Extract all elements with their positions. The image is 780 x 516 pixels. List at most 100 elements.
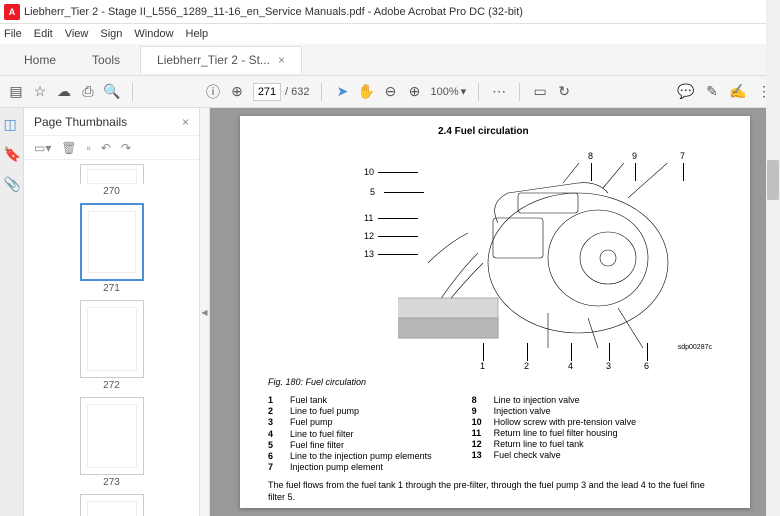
options-icon[interactable]: ▭▾: [34, 141, 51, 155]
legend-row: 6Line to the injection pump elements: [268, 451, 432, 461]
menubar: File Edit View Sign Window Help: [0, 24, 780, 44]
legend: 1Fuel tank2Line to fuel pump3Fuel pump 4L…: [268, 395, 722, 472]
thumbnail-label: 270: [103, 186, 120, 197]
leader-line: [378, 254, 418, 255]
leader-line: [571, 343, 572, 361]
thumbnails-title: Page Thumbnails: [34, 115, 127, 129]
scrollbar[interactable]: [766, 108, 780, 516]
callout-9: 9: [632, 151, 637, 161]
legend-row: 3Fuel pump: [268, 417, 432, 427]
tab-tools[interactable]: Tools: [76, 47, 136, 73]
new-icon[interactable]: ▫: [87, 141, 91, 155]
callout-12: 12: [364, 231, 374, 241]
legend-row: 12Return line to fuel tank: [472, 439, 637, 449]
read-mode-icon[interactable]: ▭: [532, 84, 548, 100]
rotate-ccw-icon[interactable]: ↶: [101, 141, 111, 155]
menu-view[interactable]: View: [65, 28, 89, 40]
main: ◫ 🔖 📎 Page Thumbnails × ▭▾ 🗑 ▫ ↶ ↷ 270 2…: [0, 108, 780, 516]
leader-line: [378, 172, 418, 173]
callout-11: 11: [364, 213, 373, 223]
page-input[interactable]: [253, 83, 281, 101]
collapse-handle[interactable]: ◀: [200, 108, 210, 516]
fit-width-icon[interactable]: ⋯: [491, 84, 507, 100]
menu-file[interactable]: File: [4, 28, 22, 40]
figure: 10511121389712436 sdp00287c: [288, 143, 718, 373]
thumbnails-panel: Page Thumbnails × ▭▾ 🗑 ▫ ↶ ↷ 270 271 272: [24, 108, 200, 516]
highlight-icon[interactable]: ✎: [704, 84, 720, 100]
thumbnail-label: 273: [103, 477, 120, 488]
callout-8: 8: [588, 151, 593, 161]
window-title: Liebherr_Tier 2 - Stage II_L556_1289_11-…: [24, 6, 523, 18]
thumbnail-273[interactable]: 273: [80, 397, 144, 488]
legend-row: 7Injection pump element: [268, 462, 432, 472]
zoom-in-icon[interactable]: ⊕: [406, 84, 422, 100]
figure-caption: Fig. 180: Fuel circulation: [268, 377, 722, 387]
chevron-down-icon[interactable]: ▾: [461, 85, 467, 98]
callout-2: 2: [524, 361, 529, 371]
search-icon[interactable]: 🔍: [104, 84, 120, 100]
titlebar: A Liebherr_Tier 2 - Stage II_L556_1289_1…: [0, 0, 780, 24]
thumbnail-272[interactable]: 272: [80, 300, 144, 391]
pointer-icon[interactable]: ➤: [334, 84, 350, 100]
print-icon[interactable]: ⎙: [80, 84, 96, 100]
menu-sign[interactable]: Sign: [100, 28, 122, 40]
close-icon[interactable]: ×: [278, 53, 285, 67]
cloud-icon[interactable]: ☁: [56, 84, 72, 100]
legend-row: 9Injection valve: [472, 406, 637, 416]
sign-icon[interactable]: ✍: [730, 84, 746, 100]
legend-row: 4Line to fuel filter: [268, 429, 432, 439]
menu-help[interactable]: Help: [186, 28, 209, 40]
leader-line: [527, 343, 528, 361]
pdf-page: 2.4 Fuel circulation: [240, 116, 750, 508]
rotate-cw-icon[interactable]: ↷: [121, 141, 131, 155]
leader-line: [647, 343, 648, 361]
zoom-out-icon[interactable]: ⊖: [382, 84, 398, 100]
menu-window[interactable]: Window: [134, 28, 173, 40]
callout-1: 1: [480, 361, 485, 371]
callout-7: 7: [680, 151, 685, 161]
comment-icon[interactable]: 💬: [678, 84, 694, 100]
tab-home[interactable]: Home: [8, 47, 72, 73]
sidebar-toggle-icon[interactable]: ▤: [8, 84, 24, 100]
thumbnails-icon[interactable]: ◫: [4, 116, 20, 132]
menu-edit[interactable]: Edit: [34, 28, 53, 40]
thumbnails-list: 270 271 272 273 274: [24, 160, 199, 516]
leader-line: [591, 163, 592, 181]
callout-3: 3: [606, 361, 611, 371]
engine-drawing: [398, 163, 698, 353]
page-down-icon[interactable]: ⊕: [229, 84, 245, 100]
legend-row: 13Fuel check valve: [472, 450, 637, 460]
legend-row: 11Return line to fuel filter housing: [472, 428, 637, 438]
page-up-icon[interactable]: ⓘ: [205, 84, 221, 100]
thumbnail-271[interactable]: 271: [80, 203, 144, 294]
leader-line: [635, 163, 636, 181]
hand-icon[interactable]: ✋: [358, 84, 374, 100]
tab-document[interactable]: Liebherr_Tier 2 - St... ×: [140, 46, 302, 73]
callout-4: 4: [568, 361, 573, 371]
leader-line: [378, 218, 418, 219]
close-panel-icon[interactable]: ×: [182, 115, 189, 129]
page-total: / 632: [285, 86, 309, 98]
thumbnail-274[interactable]: 274: [80, 494, 144, 516]
legend-row: 8Line to injection valve: [472, 395, 637, 405]
legend-row: 2Line to fuel pump: [268, 406, 432, 416]
figure-ref: sdp00287c: [678, 344, 712, 351]
delete-icon[interactable]: 🗑: [61, 141, 76, 155]
callout-5: 5: [370, 187, 375, 197]
tab-document-label: Liebherr_Tier 2 - St...: [157, 53, 270, 67]
thumbnail-270[interactable]: 270: [80, 164, 144, 197]
bookmark-icon[interactable]: 🔖: [4, 146, 20, 162]
thumbnail-label: 271: [103, 283, 120, 294]
section-heading: 2.4 Fuel circulation: [438, 126, 722, 137]
legend-row: 1Fuel tank: [268, 395, 432, 405]
document-view: 2.4 Fuel circulation: [210, 108, 780, 516]
scrollbar-handle[interactable]: [767, 160, 779, 200]
thumbnail-label: 272: [103, 380, 120, 391]
leader-line: [609, 343, 610, 361]
rotate-icon[interactable]: ↻: [556, 84, 572, 100]
star-icon[interactable]: ☆: [32, 84, 48, 100]
toolbar: ▤ ☆ ☁ ⎙ 🔍 ⓘ ⊕ / 632 ➤ ✋ ⊖ ⊕ 100% ▾ ⋯ ▭ ↻…: [0, 76, 780, 108]
callout-6: 6: [644, 361, 649, 371]
separator: [519, 83, 520, 101]
attachment-icon[interactable]: 📎: [4, 176, 20, 192]
